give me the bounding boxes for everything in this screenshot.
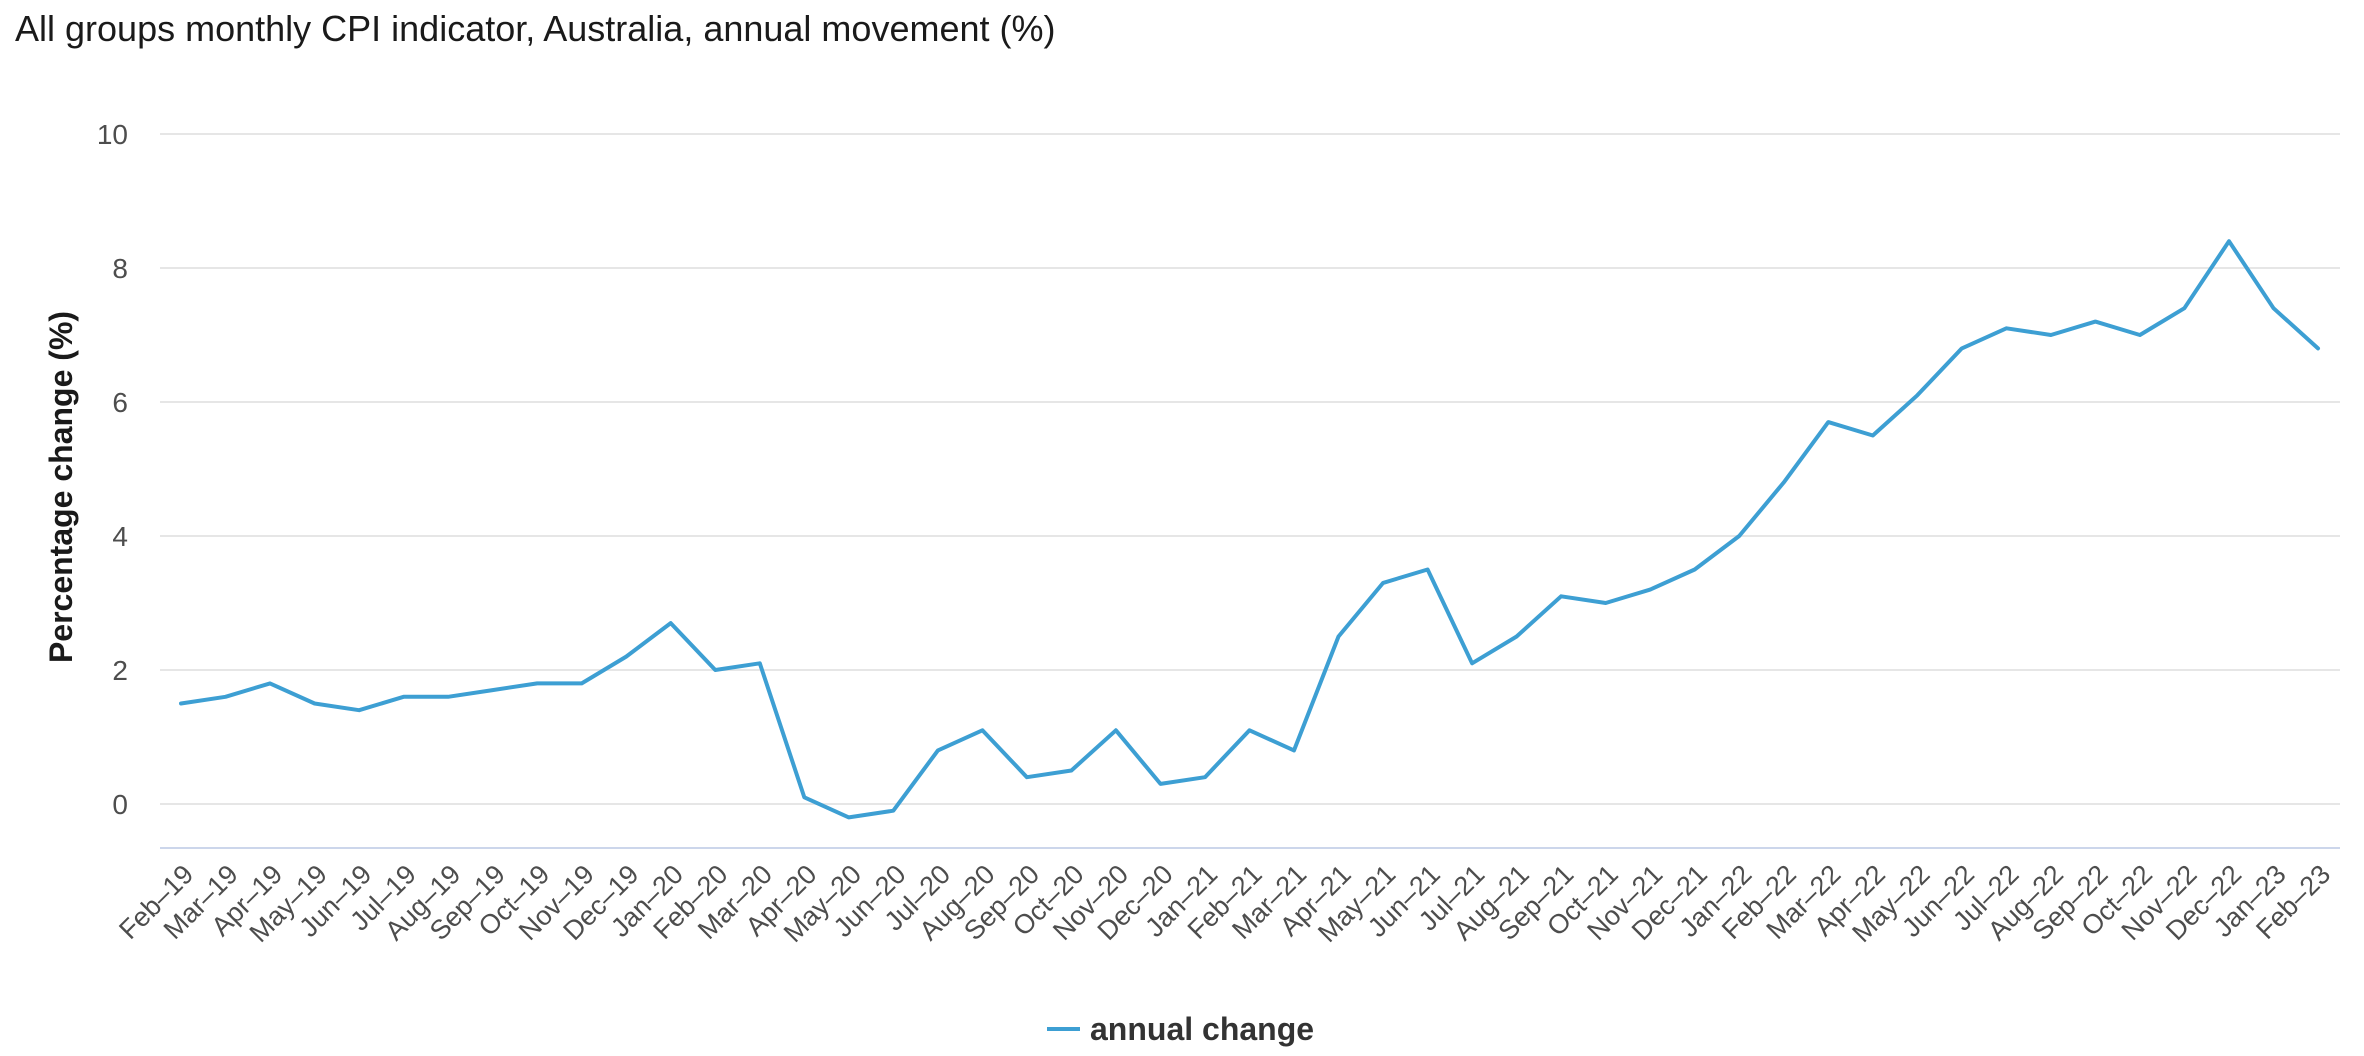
- y-tick-label: 6: [112, 387, 128, 418]
- data-point[interactable]: [1953, 339, 1971, 357]
- data-point[interactable]: [1374, 574, 1392, 592]
- data-point[interactable]: [1463, 654, 1481, 672]
- series-line-annual-change[interactable]: [179, 239, 2320, 820]
- data-point[interactable]: [617, 648, 635, 666]
- data-point[interactable]: [1552, 587, 1570, 605]
- data-point[interactable]: [751, 654, 769, 672]
- data-point[interactable]: [1819, 413, 1837, 431]
- data-point[interactable]: [1908, 386, 1926, 404]
- data-point[interactable]: [261, 674, 279, 692]
- data-point[interactable]: [2131, 326, 2149, 344]
- legend[interactable]: annual change: [1047, 1011, 1314, 1047]
- data-point[interactable]: [1285, 741, 1303, 759]
- y-axis-title: Percentage change (%): [43, 311, 79, 663]
- y-tick-label: 4: [112, 521, 128, 552]
- y-tick-label: 0: [112, 789, 128, 820]
- y-axis-ticks: 0 2 4 6 8 10: [97, 119, 128, 820]
- data-point[interactable]: [929, 741, 947, 759]
- data-point[interactable]: [172, 695, 190, 713]
- data-point[interactable]: [2175, 299, 2193, 317]
- data-point[interactable]: [1330, 628, 1348, 646]
- grid-lines: [160, 133, 2340, 805]
- chart-title: All groups monthly CPI indicator, Austra…: [15, 8, 1056, 49]
- legend-label: annual change: [1090, 1011, 1314, 1047]
- data-point[interactable]: [1997, 319, 2015, 337]
- data-point[interactable]: [1062, 762, 1080, 780]
- data-point[interactable]: [1152, 775, 1170, 793]
- data-point[interactable]: [350, 701, 368, 719]
- data-point[interactable]: [1597, 594, 1615, 612]
- data-point[interactable]: [1775, 473, 1793, 491]
- data-point[interactable]: [1018, 768, 1036, 786]
- data-point[interactable]: [2220, 232, 2238, 250]
- data-point[interactable]: [217, 688, 235, 706]
- data-point[interactable]: [840, 808, 858, 826]
- data-point[interactable]: [1730, 527, 1748, 545]
- data-point[interactable]: [2042, 326, 2060, 344]
- data-point[interactable]: [395, 688, 413, 706]
- data-point[interactable]: [2309, 339, 2327, 357]
- series-layer: [172, 232, 2327, 826]
- data-point[interactable]: [1508, 628, 1526, 646]
- y-tick-label: 2: [112, 655, 128, 686]
- data-point[interactable]: [2265, 299, 2283, 317]
- data-point[interactable]: [573, 674, 591, 692]
- data-point[interactable]: [2086, 313, 2104, 331]
- data-point[interactable]: [1686, 561, 1704, 579]
- data-point[interactable]: [1107, 721, 1125, 739]
- data-point[interactable]: [1641, 581, 1659, 599]
- data-point[interactable]: [1196, 768, 1214, 786]
- data-point[interactable]: [1419, 561, 1437, 579]
- data-point[interactable]: [1241, 721, 1259, 739]
- y-tick-label: 10: [97, 119, 128, 150]
- data-point[interactable]: [795, 788, 813, 806]
- data-point[interactable]: [662, 614, 680, 632]
- data-point[interactable]: [439, 688, 457, 706]
- data-point[interactable]: [973, 721, 991, 739]
- x-axis-ticks: Feb–19Mar–19Apr–19May–19Jun–19Jul–19Aug–…: [113, 859, 2336, 948]
- y-tick-label: 8: [112, 253, 128, 284]
- data-point[interactable]: [528, 674, 546, 692]
- data-point[interactable]: [706, 661, 724, 679]
- data-point[interactable]: [484, 681, 502, 699]
- data-point[interactable]: [1864, 427, 1882, 445]
- data-point[interactable]: [884, 802, 902, 820]
- data-point[interactable]: [306, 695, 324, 713]
